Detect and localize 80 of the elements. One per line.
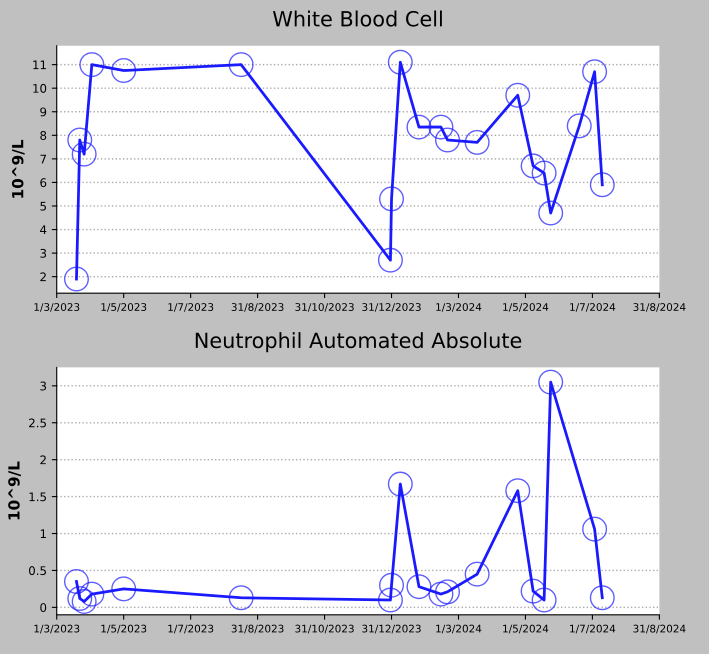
x-tick-label: 1/3/2024	[436, 624, 482, 634]
point	[228, 585, 254, 610]
point	[464, 130, 490, 155]
y-tick-label: 8	[40, 131, 46, 140]
point	[79, 582, 104, 607]
x-tick-label: 1/3/2024	[436, 303, 482, 312]
x-tick-label: 1/3/2023	[34, 303, 80, 312]
point	[505, 478, 530, 504]
y-tick-label: 3	[40, 382, 46, 390]
point	[388, 50, 413, 75]
point	[590, 172, 615, 198]
x-tick-label: 1/7/2024	[570, 303, 616, 312]
y-tick-label: 7	[40, 154, 46, 164]
x-tick-label: 1/3/2023	[34, 624, 80, 634]
point	[532, 587, 557, 612]
chart-title: White Blood Cell	[272, 10, 442, 27]
x-tick-label: 31/8/2023	[232, 624, 284, 634]
point	[582, 516, 608, 542]
x-tick-label: 1/7/2023	[168, 624, 214, 634]
y-tick-label: 9	[40, 107, 46, 116]
point	[228, 52, 254, 78]
point	[435, 579, 460, 604]
y-tick-label: 5	[40, 202, 46, 211]
point	[464, 562, 490, 587]
point	[72, 142, 97, 167]
point	[111, 576, 136, 602]
x-tick-label: 1/5/2023	[101, 303, 146, 312]
x-tick-label: 31/12/2023	[362, 303, 421, 312]
x-tick-label: 1/7/2023	[168, 303, 214, 312]
point	[64, 266, 89, 292]
y-axis-title: 10^9/L	[8, 461, 21, 520]
x-tick-label: 1/5/2024	[503, 624, 548, 634]
point	[406, 574, 432, 600]
point	[67, 128, 92, 153]
y-tick-label: 1.5	[30, 492, 46, 502]
point	[520, 578, 546, 604]
x-tick-label: 31/10/2023	[295, 303, 354, 312]
x-tick-label: 1/7/2024	[570, 624, 616, 634]
point	[67, 586, 92, 612]
y-tick-label: 11	[33, 60, 46, 70]
point	[111, 58, 136, 84]
point	[79, 52, 104, 78]
x-tick-label: 1/5/2024	[503, 303, 548, 312]
point	[378, 248, 403, 273]
point	[582, 59, 608, 84]
point	[388, 472, 413, 497]
point	[428, 582, 454, 607]
point	[406, 114, 432, 140]
point	[538, 370, 564, 395]
point	[64, 569, 89, 594]
x-tick-label: 1/5/2023	[101, 624, 146, 634]
point	[505, 82, 530, 108]
point	[379, 186, 404, 212]
point	[379, 572, 404, 598]
point	[538, 200, 564, 226]
point	[435, 128, 460, 153]
y-tick-label: 2	[40, 272, 46, 282]
x-tick-label: 31/10/2023	[295, 624, 354, 634]
y-tick-label: 2	[40, 455, 46, 464]
x-tick-label: 31/12/2023	[362, 624, 421, 634]
y-tick-label: 4	[40, 225, 46, 234]
y-tick-label: 0	[40, 603, 46, 612]
y-tick-label: 10	[33, 84, 46, 93]
point	[520, 153, 546, 178]
y-tick-label: 3	[40, 248, 46, 258]
point	[590, 585, 615, 610]
y-tick-label: 6	[40, 178, 46, 188]
chart-title: Neutrophil Automated Absolute	[196, 332, 522, 352]
x-tick-label: 31/8/2024	[633, 624, 686, 634]
point	[378, 587, 403, 612]
x-tick-label: 31/8/2023	[232, 303, 284, 312]
y-tick-label: 1	[40, 529, 46, 538]
point	[72, 588, 97, 614]
point	[532, 160, 557, 186]
y-tick-label: 2.5	[29, 418, 46, 428]
point	[428, 114, 454, 140]
y-axis-title: 10^9/L	[12, 140, 25, 198]
y-tick-label: 0.5	[29, 566, 46, 576]
x-tick-label: 31/8/2024	[633, 303, 686, 312]
point	[566, 113, 592, 138]
